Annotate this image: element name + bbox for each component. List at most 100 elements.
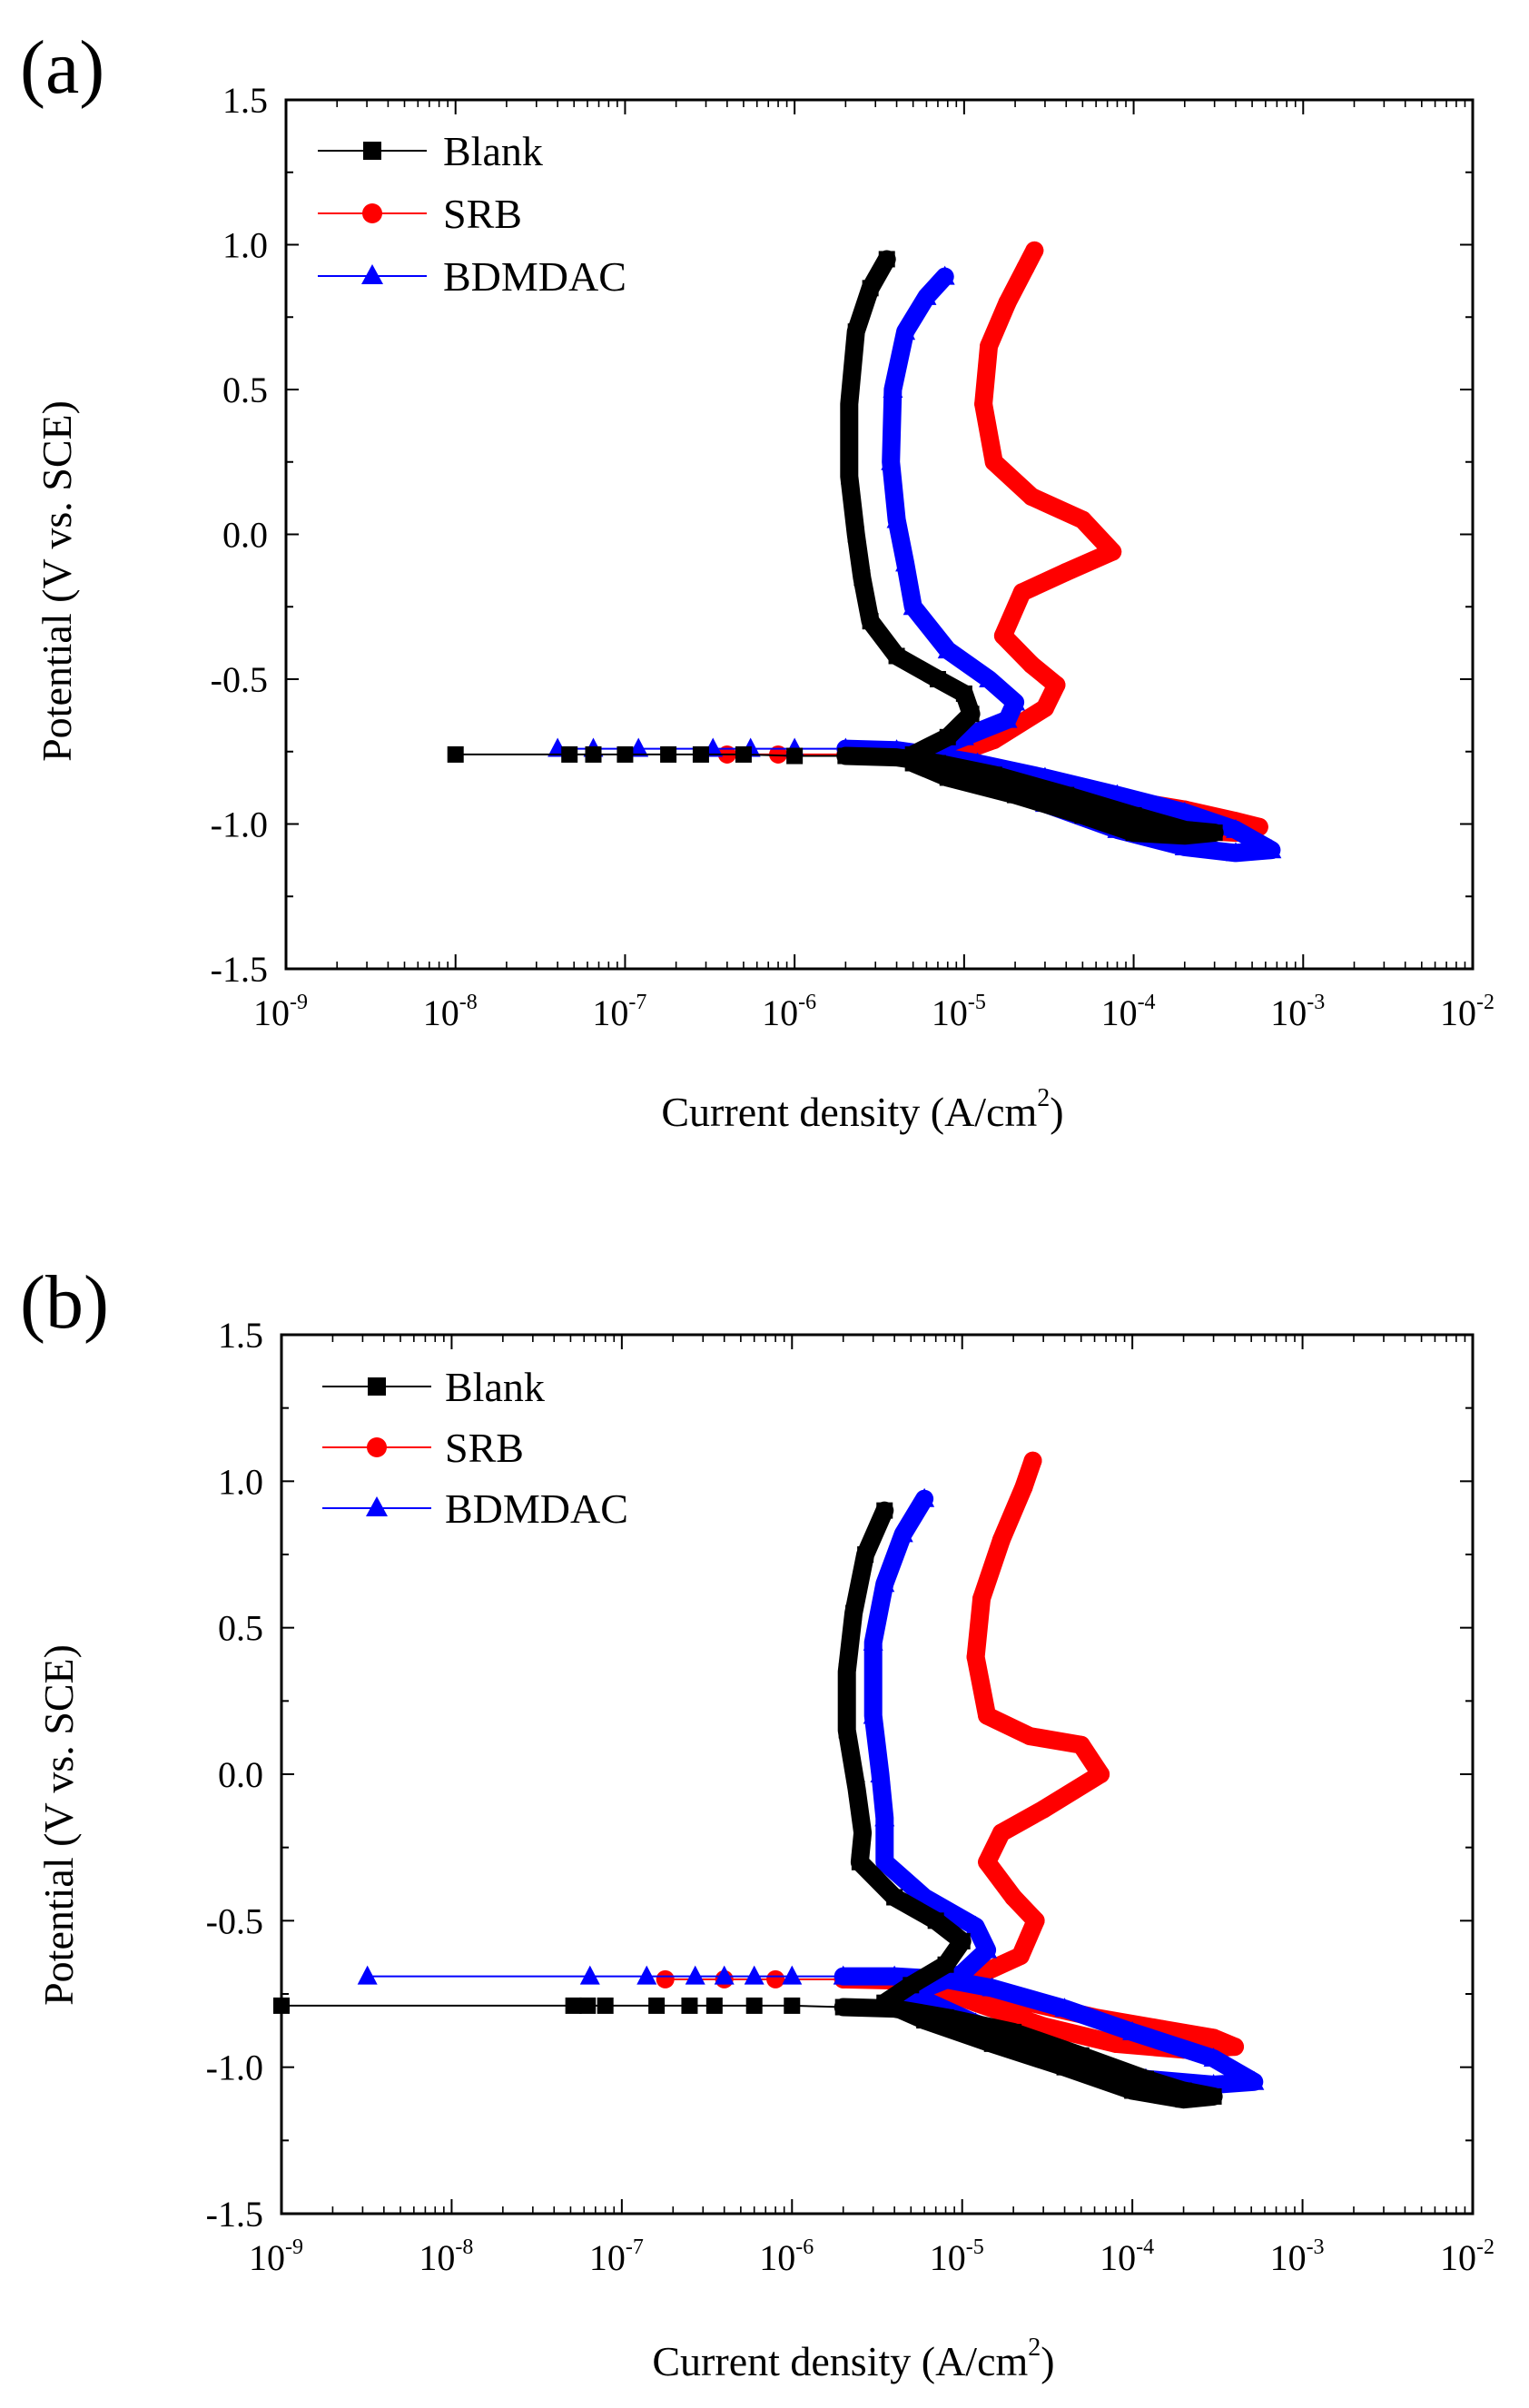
series-line-bdmdac-b	[367, 1498, 1256, 2086]
data-point-blank-b	[648, 1997, 666, 2014]
data-point-srb-a	[1022, 488, 1041, 507]
data-point-bdmdac-b	[935, 1968, 956, 1988]
data-point-blank-b	[1137, 2070, 1154, 2087]
data-point-srb-b	[1204, 2028, 1223, 2048]
data-point-blank-a	[939, 728, 956, 745]
data-point-blank-b	[1005, 2023, 1022, 2040]
x-tick-exponent-b: -3	[1307, 2235, 1325, 2259]
data-point-srb-a	[1012, 583, 1031, 602]
data-point-blank-a	[862, 280, 879, 297]
x-tick-exponent-b: -4	[1136, 2235, 1154, 2259]
legend-label-bdmdac-b: BDMDAC	[445, 1485, 628, 1532]
data-point-blank-a	[837, 747, 854, 765]
data-point-blank-a	[617, 745, 634, 763]
data-point-blank-a	[692, 745, 709, 763]
x-tick-label-b: 10-3	[1270, 2235, 1325, 2278]
data-point-srb-a	[1057, 562, 1076, 581]
data-point-srb-a	[769, 745, 788, 764]
data-point-bdmdac-b	[863, 1631, 883, 1651]
legend-b: Blank SRB BDMDAC	[322, 1364, 628, 1532]
data-point-bdmdac-b	[914, 1487, 935, 1507]
data-point-blank-a	[929, 671, 946, 687]
data-point-bdmdac-b	[914, 1886, 935, 1906]
data-point-srb-b	[1071, 1735, 1090, 1754]
chart-panel-b: (b) 1.51.00.50.0-0.5-1.0-1.510-9 10-8 10-7…	[20, 1260, 1494, 2384]
data-point-srb-a	[1035, 698, 1054, 717]
data-point-blank-b	[1072, 2047, 1090, 2064]
x-tick-base-b: 10	[1440, 2237, 1476, 2278]
data-point-bdmdac-a	[934, 265, 955, 285]
data-point-blank-b	[848, 1781, 865, 1798]
y-axis-title-b: Potential (V vs. SCE)	[35, 1644, 82, 2006]
data-point-bdmdac-a	[1174, 801, 1195, 821]
x-tick-base-a: 10	[1440, 992, 1476, 1033]
x-tick-base-b: 10	[1100, 2237, 1136, 2278]
data-point-srb-b	[656, 1969, 675, 1989]
data-point-blank-b	[937, 2008, 954, 2026]
data-point-blank-a	[878, 251, 895, 268]
data-point-blank-a	[853, 569, 871, 587]
x-tick-base-a: 10	[253, 992, 290, 1033]
legend-marker-bdmdac-a	[361, 264, 383, 284]
data-point-bdmdac-a	[937, 639, 958, 659]
data-point-blank-a	[561, 745, 578, 763]
data-point-srb-a	[1047, 676, 1066, 695]
x-tick-exponent-b: -2	[1476, 2235, 1494, 2259]
data-point-blank-a	[1125, 824, 1142, 842]
data-point-blank-b	[876, 1994, 893, 2011]
data-point-blank-b	[1124, 2082, 1141, 2099]
x-tick-base-b: 10	[759, 2237, 795, 2278]
data-point-blank-b	[597, 1997, 614, 2014]
data-point-srb-a	[1103, 542, 1122, 561]
y-tick-label-b: -1.0	[206, 2048, 263, 2088]
data-point-srb-b	[991, 1823, 1011, 1842]
legend-marker-srb-b	[367, 1437, 387, 1457]
y-tick-label-a: 0.5	[222, 370, 268, 410]
data-point-blank-b	[851, 1853, 868, 1870]
data-point-blank-a	[847, 323, 864, 340]
data-point-srb-b	[1026, 1911, 1045, 1930]
y-tick-label-b: 0.5	[218, 1608, 263, 1649]
data-point-blank-a	[1074, 806, 1091, 824]
legend-a: Blank SRB BDMDAC	[318, 128, 626, 300]
data-point-bdmdac-b	[833, 1965, 853, 1985]
x-tick-exponent-b: -6	[795, 2235, 814, 2259]
x-tick-label-b: 10-8	[419, 2235, 473, 2278]
y-tick-label-b: 1.0	[218, 1461, 263, 1502]
data-point-blank-a	[888, 749, 905, 766]
data-point-bdmdac-a	[1225, 818, 1246, 838]
data-point-blank-b	[705, 1997, 723, 2014]
x-tick-exponent-a: -7	[628, 991, 646, 1014]
x-tick-label-b: 10-4	[1100, 2235, 1154, 2278]
data-point-bdmdac-b	[965, 1915, 986, 1935]
data-point-bdmdac-b	[977, 1939, 998, 1959]
y-tick-label-a: 1.5	[222, 80, 268, 121]
data-point-bdmdac-b	[714, 1965, 735, 1985]
data-point-srb-b	[972, 1589, 991, 1608]
data-point-blank-b	[983, 2035, 1001, 2052]
data-point-srb-b	[1023, 1451, 1042, 1470]
data-point-blank-b	[903, 1977, 920, 1994]
data-point-bdmdac-a	[997, 708, 1018, 728]
data-point-blank-b	[1056, 2058, 1073, 2076]
data-point-bdmdac-a	[895, 321, 916, 340]
x-tick-exponent-a: -6	[798, 991, 816, 1014]
data-point-blank-a	[847, 526, 864, 543]
data-point-blank-a	[660, 745, 677, 763]
data-point-bdmdac-a	[1107, 784, 1128, 804]
data-point-blank-b	[838, 1722, 855, 1739]
data-point-srb-a	[1073, 510, 1092, 529]
data-point-bdmdac-b	[863, 1704, 883, 1724]
x-tick-base-a: 10	[1101, 992, 1138, 1033]
data-point-srb-b	[1004, 1888, 1023, 1907]
data-point-srb-b	[966, 1993, 985, 2012]
data-point-blank-a	[904, 745, 922, 763]
data-point-srb-b	[1225, 2038, 1244, 2057]
x-tick-label-b: 10-9	[249, 2235, 303, 2278]
axes-a: 1.51.00.50.0-0.5-1.0-1.510-9 10-8 10-7 10-6…	[211, 80, 1494, 1033]
x-tick-label-a: 10-3	[1270, 991, 1325, 1033]
data-point-bdmdac-b	[1203, 2047, 1224, 2067]
data-point-blank-a	[962, 706, 980, 723]
x-axis-title-close-b: )	[1041, 2338, 1054, 2384]
